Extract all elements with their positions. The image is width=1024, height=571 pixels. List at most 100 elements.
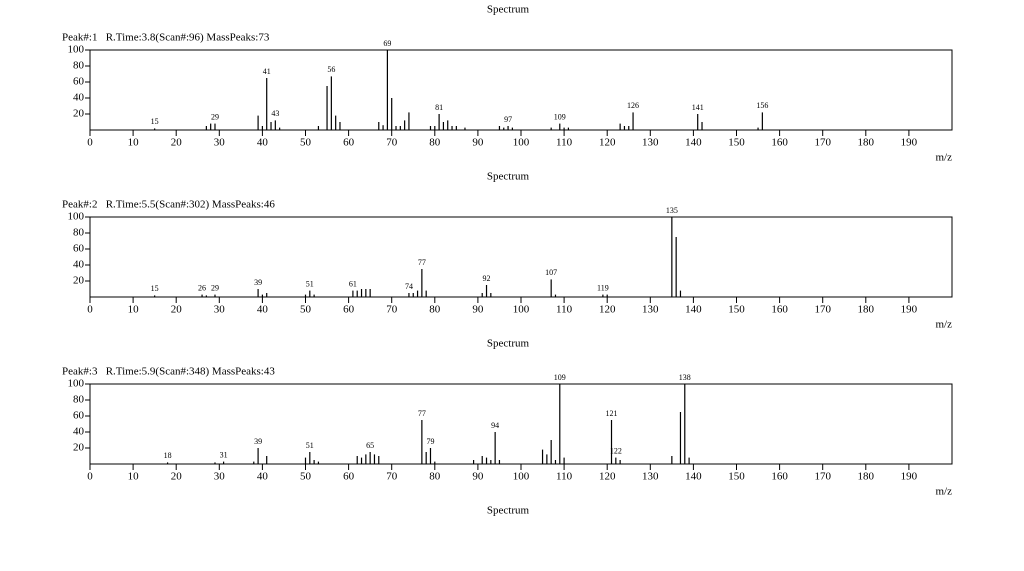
peak-label: 119 <box>597 283 609 292</box>
peak-label: 29 <box>211 112 219 121</box>
peak-label: 77 <box>418 409 426 418</box>
x-axis-label: m/z <box>936 319 953 331</box>
peak-label: 39 <box>254 437 262 446</box>
x-tick-label: 100 <box>513 137 530 149</box>
x-tick-label: 70 <box>386 137 398 149</box>
y-tick-label: 100 <box>68 378 85 390</box>
peak-label: 43 <box>271 109 279 118</box>
x-tick-label: 30 <box>214 137 226 149</box>
y-tick-label: 100 <box>68 44 85 56</box>
peak-label: 15 <box>151 284 159 293</box>
peak-label: 141 <box>692 103 704 112</box>
y-tick-label: 80 <box>73 227 85 239</box>
x-tick-label: 130 <box>642 137 659 149</box>
peak-label: 122 <box>610 446 622 455</box>
peak-label: 109 <box>554 112 566 121</box>
x-tick-label: 20 <box>171 137 183 149</box>
x-tick-label: 190 <box>901 471 918 483</box>
y-tick-label: 80 <box>73 60 85 72</box>
chart-title: Spectrum <box>487 338 530 350</box>
x-tick-label: 170 <box>814 304 831 316</box>
x-tick-label: 20 <box>171 304 183 316</box>
y-tick-label: 40 <box>73 259 85 271</box>
x-tick-label: 10 <box>128 304 140 316</box>
chart-subtitle: Peak#:3 R.Time:5.9(Scan#:348) MassPeaks:… <box>62 366 275 378</box>
x-tick-label: 100 <box>513 471 530 483</box>
x-tick-label: 40 <box>257 304 269 316</box>
peak-label: 97 <box>504 115 512 124</box>
x-tick-label: 10 <box>128 471 140 483</box>
x-tick-label: 20 <box>171 471 183 483</box>
footer-title: Spectrum <box>487 505 530 517</box>
peak-label: 107 <box>545 268 557 277</box>
x-tick-label: 40 <box>257 471 269 483</box>
chart-title: Spectrum <box>487 171 530 183</box>
peak-label: 26 <box>198 283 206 292</box>
peak-label: 51 <box>306 441 314 450</box>
x-tick-label: 50 <box>300 471 312 483</box>
x-tick-label: 170 <box>814 471 831 483</box>
x-tick-label: 150 <box>728 471 745 483</box>
peak-label: 77 <box>418 258 426 267</box>
x-tick-label: 190 <box>901 137 918 149</box>
x-tick-label: 50 <box>300 304 312 316</box>
peak-label: 29 <box>211 283 219 292</box>
x-tick-label: 140 <box>685 137 702 149</box>
chart-title: Spectrum <box>487 4 530 16</box>
x-tick-label: 120 <box>599 137 616 149</box>
x-tick-label: 160 <box>771 471 788 483</box>
x-tick-label: 50 <box>300 137 312 149</box>
x-tick-label: 180 <box>858 471 875 483</box>
x-tick-label: 120 <box>599 471 616 483</box>
x-tick-label: 30 <box>214 304 226 316</box>
peak-label: 18 <box>164 451 172 460</box>
plot-frame <box>89 216 953 298</box>
peak-label: 61 <box>349 279 357 288</box>
x-tick-label: 60 <box>343 304 355 316</box>
plot-frame <box>89 49 953 131</box>
peak-label: 135 <box>666 206 678 215</box>
chart-subtitle: Peak#:1 R.Time:3.8(Scan#:96) MassPeaks:7… <box>62 32 270 44</box>
x-tick-label: 80 <box>429 137 441 149</box>
x-tick-label: 80 <box>429 304 441 316</box>
peak-label: 109 <box>554 373 566 382</box>
x-tick-label: 0 <box>87 137 93 149</box>
peak-label: 65 <box>366 441 374 450</box>
peak-label: 92 <box>483 274 491 283</box>
x-tick-label: 140 <box>685 304 702 316</box>
x-tick-label: 190 <box>901 304 918 316</box>
peak-label: 94 <box>491 421 499 430</box>
x-tick-label: 40 <box>257 137 269 149</box>
x-tick-label: 150 <box>728 137 745 149</box>
x-tick-label: 170 <box>814 137 831 149</box>
x-tick-label: 130 <box>642 304 659 316</box>
x-tick-label: 160 <box>771 304 788 316</box>
x-tick-label: 80 <box>429 471 441 483</box>
peak-label: 138 <box>679 373 691 382</box>
y-tick-label: 20 <box>73 108 85 120</box>
chart-subtitle: Peak#:2 R.Time:5.5(Scan#:302) MassPeaks:… <box>62 199 275 211</box>
peak-label: 41 <box>263 67 271 76</box>
peak-label: 69 <box>383 39 391 48</box>
y-tick-label: 60 <box>73 243 85 255</box>
x-tick-label: 90 <box>472 471 484 483</box>
peak-label: 31 <box>220 450 228 459</box>
x-tick-label: 180 <box>858 137 875 149</box>
x-tick-label: 130 <box>642 471 659 483</box>
x-axis-label: m/z <box>936 486 953 498</box>
peak-label: 56 <box>327 65 335 74</box>
x-tick-label: 150 <box>728 304 745 316</box>
x-tick-label: 90 <box>472 137 484 149</box>
y-tick-label: 20 <box>73 275 85 287</box>
x-tick-label: 160 <box>771 137 788 149</box>
x-tick-label: 110 <box>556 137 573 149</box>
x-tick-label: 120 <box>599 304 616 316</box>
y-tick-label: 60 <box>73 76 85 88</box>
x-tick-label: 70 <box>386 304 398 316</box>
x-axis-label: m/z <box>936 152 953 164</box>
x-tick-label: 100 <box>513 304 530 316</box>
peak-label: 79 <box>426 437 434 446</box>
x-tick-label: 140 <box>685 471 702 483</box>
y-tick-label: 100 <box>68 211 85 223</box>
